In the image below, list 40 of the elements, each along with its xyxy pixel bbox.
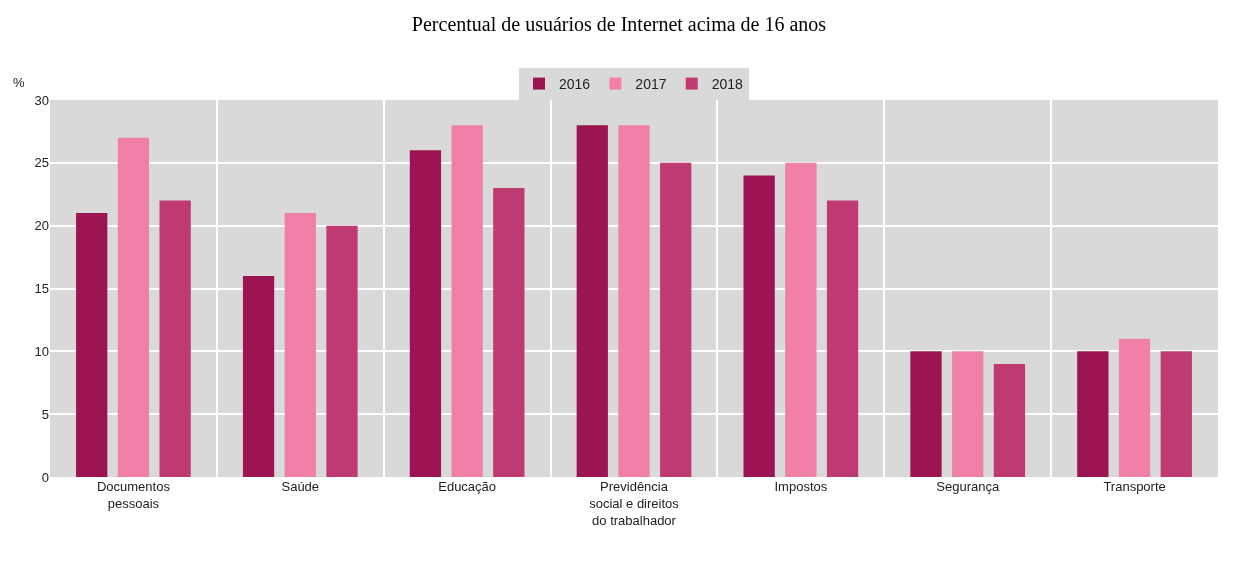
bar bbox=[493, 187, 525, 477]
y-tick-label: 10 bbox=[34, 343, 49, 359]
x-tick-label: Saúde bbox=[281, 479, 320, 494]
y-tick-label: 20 bbox=[34, 218, 49, 234]
bar bbox=[409, 150, 442, 477]
y-axis-title: % bbox=[13, 75, 25, 90]
bar bbox=[826, 200, 859, 477]
bar bbox=[1077, 351, 1109, 477]
bar bbox=[284, 213, 316, 477]
y-tick-label: 15 bbox=[34, 281, 49, 297]
bar bbox=[576, 125, 608, 477]
bar bbox=[785, 162, 817, 477]
bar bbox=[242, 275, 275, 477]
y-tick-label: 5 bbox=[41, 406, 49, 422]
legend-label: 2016 bbox=[559, 76, 591, 93]
chart-title: Percentual de usuários de Internet acima de 16 anos bbox=[411, 13, 827, 36]
bar bbox=[952, 351, 984, 477]
bar bbox=[910, 351, 942, 477]
bar bbox=[117, 137, 150, 477]
bar bbox=[660, 162, 692, 477]
bar bbox=[326, 225, 358, 477]
y-tick-label: 0 bbox=[41, 469, 49, 485]
x-tick-label: Documentos pessoais bbox=[96, 479, 171, 511]
x-tick-label: Educação bbox=[438, 479, 497, 494]
bar bbox=[451, 125, 483, 477]
x-tick-label: Previdência social e direitos do trabalhador bbox=[589, 479, 680, 528]
bar bbox=[618, 125, 650, 477]
legend-label: 2018 bbox=[711, 76, 744, 93]
bar bbox=[1118, 338, 1151, 477]
x-tick-label: Segurança bbox=[936, 479, 1000, 494]
bar bbox=[993, 363, 1026, 477]
x-tick-label: Transporte bbox=[1103, 479, 1166, 494]
bar bbox=[76, 213, 108, 477]
bar bbox=[1160, 351, 1192, 477]
y-tick-label: 25 bbox=[34, 155, 49, 171]
bar bbox=[743, 175, 775, 477]
legend-label: 2017 bbox=[635, 76, 667, 93]
x-tick-label: Impostos bbox=[774, 479, 828, 494]
y-tick-label: 30 bbox=[34, 92, 49, 108]
bar bbox=[159, 200, 191, 477]
